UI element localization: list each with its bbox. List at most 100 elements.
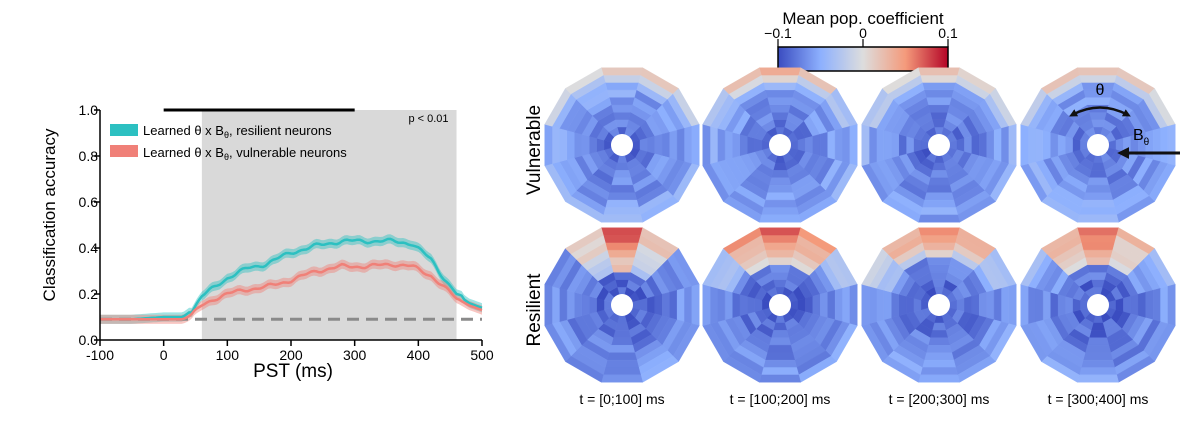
colorbar-min-label: −0.1: [764, 25, 792, 41]
polar-cell: [669, 129, 678, 161]
polar-cell: [1090, 322, 1106, 331]
polar-cell: [759, 374, 801, 383]
polar-cell: [925, 97, 953, 106]
colorbar: [777, 46, 949, 72]
polar-cell: [754, 297, 763, 313]
polar-cell: [834, 288, 843, 322]
polar-cell: [759, 67, 801, 76]
polar-cell: [691, 284, 700, 326]
polar-cell: [922, 242, 956, 251]
polar-cell: [842, 286, 851, 324]
polar-cell: [1088, 111, 1108, 120]
polar-cell: [1057, 293, 1066, 317]
polar-center-hole: [1087, 294, 1109, 316]
polar-cell: [1072, 137, 1081, 153]
polar-cell: [929, 170, 949, 179]
x-ticks: -100 0 100 200 300 400 500: [86, 340, 494, 363]
legend-swatch-vulnerable: [110, 145, 138, 157]
polar-cell: [868, 126, 877, 164]
polar-center-hole: [611, 134, 633, 156]
polar-cell: [761, 367, 799, 376]
y-tick-label: 0.2: [79, 286, 99, 302]
polar-cell: [766, 257, 794, 265]
polar-cell: [1050, 131, 1059, 159]
polar-cell: [923, 89, 955, 98]
polar-cell: [956, 137, 965, 153]
polar-cell: [662, 131, 670, 159]
polar-cell: [918, 227, 960, 236]
polar-cell: [927, 104, 951, 113]
polar-cell: [1123, 135, 1132, 155]
theta-arrow: [1069, 106, 1131, 117]
polar-cell: [589, 135, 597, 155]
polar-cell: [891, 291, 899, 319]
polar-cell: [647, 295, 655, 315]
polar-cell: [1050, 291, 1059, 319]
polar-cell: [606, 89, 638, 98]
polar-cell: [931, 162, 947, 171]
polar-cell: [931, 119, 947, 128]
polar-cell: [614, 279, 630, 288]
polar-cell: [1086, 264, 1110, 273]
polar-cell: [882, 67, 921, 95]
polar-cell: [763, 359, 797, 368]
polar-cell: [918, 214, 960, 223]
polar-cell: [1115, 137, 1124, 153]
polar-cell: [723, 67, 762, 95]
polar-cell: [1123, 295, 1132, 315]
polar-cell: [1064, 135, 1073, 155]
polar-cell: [691, 124, 700, 166]
polar-cell: [1084, 345, 1112, 353]
polar-cell: [1077, 67, 1119, 76]
polar-cell: [842, 126, 851, 164]
polar-cell: [925, 184, 953, 193]
polar-cell: [724, 289, 733, 321]
polar-cell: [929, 272, 949, 280]
polar-cell: [601, 227, 643, 236]
polar-cell: [605, 199, 639, 208]
polar-cell: [574, 291, 582, 319]
accuracy-line-chart: p < 0.01 -100 0 100 200 300 400 500 0.00.20.40…: [40, 102, 494, 382]
polar-cell: [925, 345, 953, 353]
polar-cell: [834, 128, 843, 162]
polar-cell: [676, 128, 685, 162]
polar-cell: [565, 67, 604, 95]
colorbar-max-label: 0.1: [938, 25, 958, 41]
y-tick-label: 0.4: [79, 240, 99, 256]
theta-annotation: θ Bθ: [1069, 82, 1180, 159]
line-series-0: [100, 237, 483, 321]
polar-cell: [1041, 227, 1080, 255]
polar-cell: [1086, 177, 1110, 186]
polar-cell: [1160, 126, 1169, 164]
polar-cell: [676, 288, 685, 322]
colorbar-title: Mean pop. coefficient: [782, 9, 944, 28]
polar-cell: [1115, 297, 1124, 313]
polar-cell: [566, 289, 575, 321]
polar-cell: [827, 289, 836, 321]
polar-cell: [732, 291, 740, 319]
polar-cell: [868, 286, 877, 324]
p-value-annotation: p < 0.01: [408, 113, 448, 125]
polar-cell: [929, 330, 949, 338]
polar-panel-resilient-5: [702, 227, 858, 383]
polar-cell: [581, 293, 590, 317]
polar-cell: [1090, 162, 1106, 171]
polar-cell: [1042, 289, 1051, 321]
polar-cell: [923, 249, 955, 258]
polar-cell: [612, 330, 632, 338]
theta-symbol: θ: [1096, 82, 1105, 99]
polar-cell: [979, 131, 987, 159]
polar-cell: [654, 293, 663, 317]
polar-cell: [797, 297, 806, 313]
polar-cell: [918, 374, 960, 383]
polar-cell: [761, 74, 799, 83]
polar-cell: [544, 284, 553, 326]
polar-cell: [1088, 170, 1108, 179]
polar-cell: [732, 131, 740, 159]
polar-cell: [1145, 289, 1154, 321]
polar-cell: [861, 124, 870, 166]
polar-cell: [918, 67, 960, 76]
polar-cell: [764, 89, 796, 98]
polar-cell: [768, 264, 792, 273]
y-ticks: 0.0 0.2 0.4 0.6 0.8 1.0: [79, 102, 100, 348]
